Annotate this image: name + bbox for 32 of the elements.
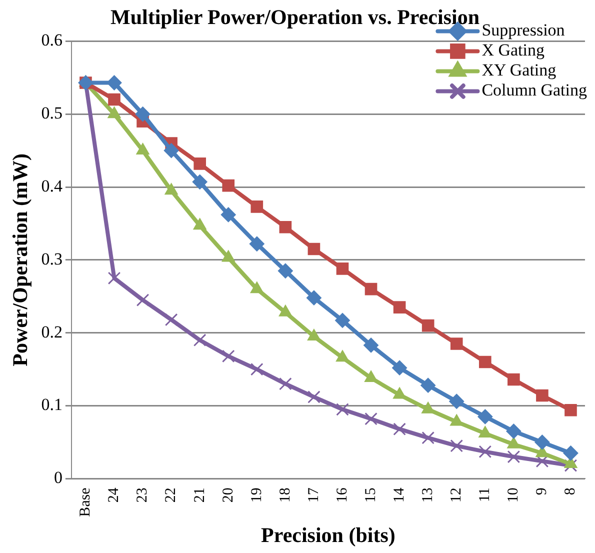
y-tick-label: 0 bbox=[54, 468, 62, 488]
y-tick-label: 0.5 bbox=[41, 104, 62, 123]
x-tick-label: 14 bbox=[391, 487, 408, 503]
y-tick-label: 0.2 bbox=[41, 322, 62, 342]
x-tick-label: 13 bbox=[420, 488, 436, 503]
chart-title: Multiplier Power/Operation vs. Precision bbox=[110, 5, 480, 30]
y-tick-label: 0.6 bbox=[41, 30, 62, 50]
x-tick-label: 9 bbox=[534, 488, 550, 496]
legend-label: Column Gating bbox=[482, 80, 588, 100]
x-tick-label: 12 bbox=[448, 488, 465, 503]
legend-label: XY Gating bbox=[482, 60, 557, 80]
legend-label: Suppression bbox=[482, 20, 566, 40]
x-tick-label: 21 bbox=[192, 488, 208, 503]
x-tick-label: 15 bbox=[362, 488, 379, 503]
x-tick-label: 18 bbox=[277, 488, 294, 503]
y-tick-label: 0.4 bbox=[41, 176, 63, 196]
x-axis-title: Precision (bits) bbox=[261, 522, 396, 547]
x-tick-label: 24 bbox=[106, 487, 122, 503]
x-tick-label: 23 bbox=[134, 488, 151, 503]
x-tick-label: 10 bbox=[506, 488, 522, 503]
legend-label: X Gating bbox=[482, 40, 545, 60]
x-tick-label: 22 bbox=[163, 488, 180, 503]
x-tick-label: 16 bbox=[334, 487, 350, 503]
x-tick-label: 20 bbox=[220, 488, 236, 503]
y-axis-title: Power/Operation (mW) bbox=[8, 153, 32, 366]
y-tick-label: 0.1 bbox=[41, 395, 62, 414]
y-tick-label: 0.3 bbox=[41, 249, 62, 268]
x-tick-label: Base bbox=[78, 487, 94, 517]
x-tick-label: 19 bbox=[248, 488, 265, 503]
x-tick-label: 11 bbox=[477, 488, 494, 502]
x-tick-label: 17 bbox=[306, 487, 322, 503]
x-tick-label: 8 bbox=[562, 488, 579, 496]
